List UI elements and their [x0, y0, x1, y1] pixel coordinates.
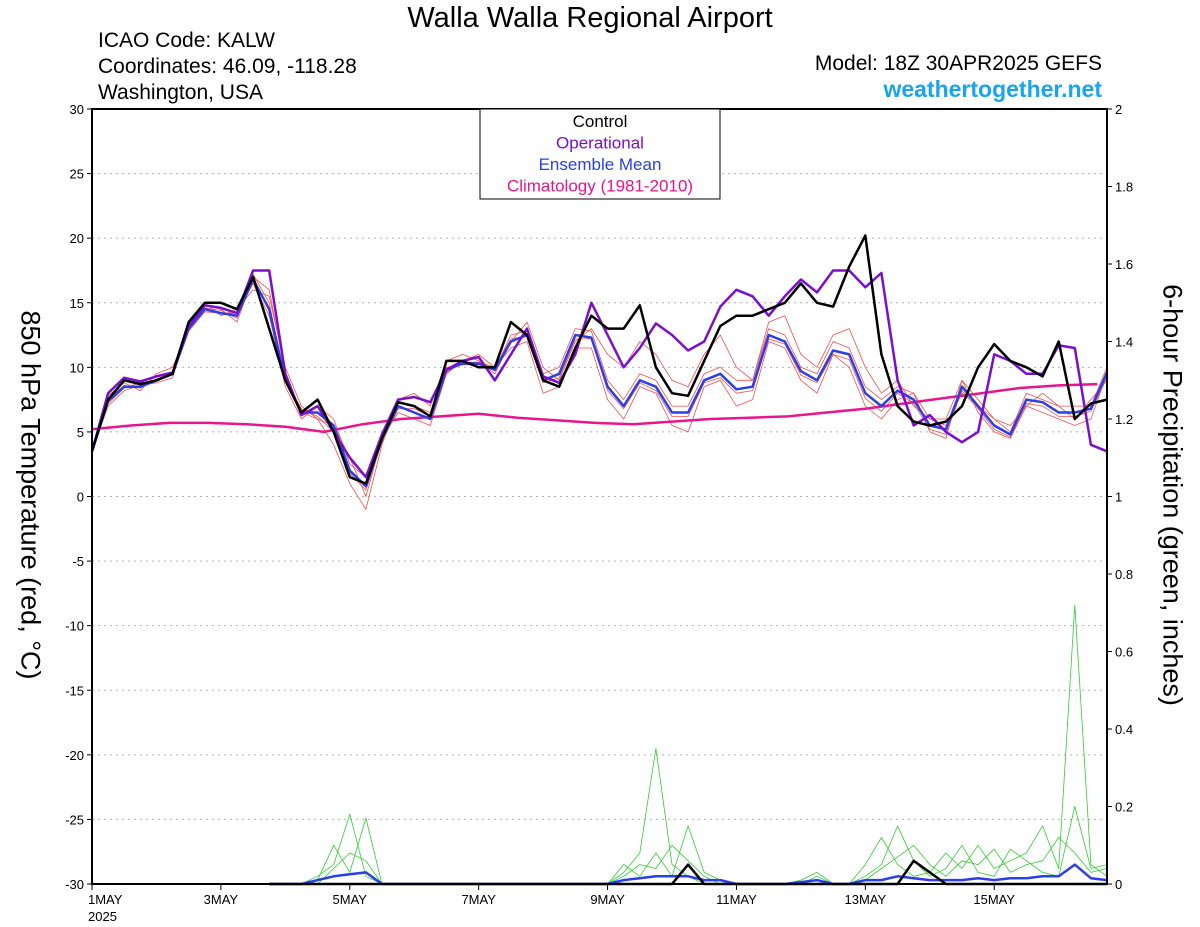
climatology-line [91, 382, 1098, 434]
y2-tick-label: 1.4 [1115, 335, 1133, 350]
site-link[interactable]: weathertogether.net [883, 76, 1102, 102]
coordinates: Coordinates: 46.09, -118.28 [98, 55, 357, 78]
y2-tick-label: 0.2 [1115, 800, 1133, 815]
location-region: Washington, USA [98, 81, 263, 104]
y2-tick-label: 0.4 [1115, 722, 1133, 737]
x-tick-label: 5MAY [333, 892, 368, 907]
model-run: Model: 18Z 30APR2025 GEFS [814, 52, 1102, 75]
chart-title: Walla Walla Regional Airport [407, 2, 773, 34]
x-tick-label: 15MAY [973, 892, 1015, 907]
x-tick-sublabel: 2025 [88, 909, 117, 924]
x-tick-label: 7MAY [461, 892, 496, 907]
temp-member-line [91, 283, 1108, 478]
y2-tick-label: 2 [1115, 102, 1122, 117]
y2-tick-label: 0.8 [1115, 567, 1133, 582]
legend-box [479, 108, 721, 200]
y2-tick-label: 1.2 [1115, 412, 1133, 427]
y2-tick-label: 0.6 [1115, 645, 1133, 660]
precip-member-line [269, 604, 1108, 885]
icao-code: ICAO Code: KALW [98, 29, 276, 52]
x-tick-label: 13MAY [844, 892, 886, 907]
y2-tick-label: 1.8 [1115, 180, 1133, 195]
y-tick-label: -10 [65, 619, 84, 634]
temp-member-line [91, 273, 1108, 491]
legend-entry: Operational [556, 134, 644, 153]
y-tick-label: -20 [65, 748, 84, 763]
precip-control-line [269, 859, 1107, 886]
y-tick-label: 30 [70, 102, 84, 117]
y-tick-label: 20 [70, 231, 84, 246]
temp-mean-line [90, 278, 1109, 488]
y2-tick-label: 0 [1115, 877, 1122, 892]
y2-tick-label: 1.6 [1115, 257, 1133, 272]
x-tick-label: 3MAY [204, 892, 239, 907]
precip-member-line [269, 806, 1108, 885]
legend-entry: Ensemble Mean [539, 155, 662, 174]
legend-entry: Climatology (1981-2010) [507, 177, 693, 196]
legend-entry: Control [573, 112, 628, 131]
x-tick-label: 11MAY [716, 892, 757, 907]
y-tick-label: 25 [70, 167, 84, 182]
y-tick-label: -30 [65, 877, 84, 892]
x-tick-label: 9MAY [590, 892, 625, 907]
y-tick-label: 5 [77, 425, 84, 440]
temp-member-line [91, 276, 1108, 497]
x-tick-label: 1MAY [88, 892, 123, 907]
temp-control-line [90, 234, 1108, 485]
y2-tick-label: 1 [1115, 490, 1122, 505]
plot-frame [91, 108, 1108, 885]
y-tick-label: -25 [65, 812, 84, 827]
y-tick-label: -5 [72, 554, 84, 569]
y-tick-label: 15 [70, 296, 84, 311]
y-tick-label: 0 [77, 490, 84, 505]
y-tick-label: -15 [65, 683, 84, 698]
precip-mean-line [269, 863, 1108, 886]
y-tick-label: 10 [70, 360, 84, 375]
